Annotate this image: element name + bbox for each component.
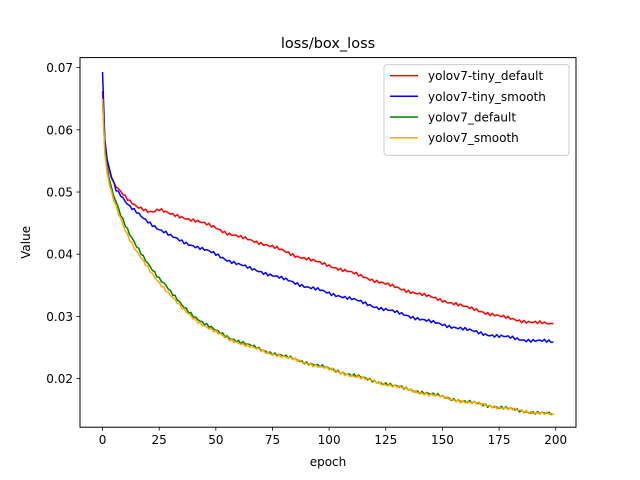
- plot-area: [101, 71, 554, 416]
- x-tick-label: 175: [488, 433, 511, 447]
- legend: yolov7-tiny_default yolov7-tiny_smoothyol…: [383, 64, 570, 156]
- y-tick-label: 0.07: [46, 61, 73, 75]
- x-axis-label: epoch: [310, 455, 347, 469]
- x-tick-label: 150: [431, 433, 454, 447]
- y-tick-label: 0.04: [46, 248, 73, 262]
- legend-label: yolov7-tiny_default: [428, 69, 543, 83]
- series-line-yolov7_smooth: [101, 98, 554, 416]
- y-tick-label: 0.05: [46, 186, 73, 200]
- y-tick-label: 0.03: [46, 310, 73, 324]
- y-axis: 0.02 0.03 0.04 0.05 0.06 0.07: [46, 61, 80, 386]
- y-tick-label: 0.06: [46, 123, 73, 137]
- series-line-yolov7-tiny_smooth: [101, 71, 554, 344]
- legend-box: [383, 64, 570, 156]
- x-tick-label: 100: [318, 433, 341, 447]
- legend-label: yolov7-tiny_smooth: [428, 90, 546, 104]
- y-axis-label: Value: [19, 226, 33, 259]
- axes-frame: [79, 57, 577, 428]
- x-tick-label: 125: [374, 433, 397, 447]
- legend-label: yolov7_default: [428, 111, 516, 125]
- x-tick-label: 0: [99, 433, 107, 447]
- x-tick-label: 75: [265, 433, 280, 447]
- x-tick-label: 50: [208, 433, 223, 447]
- x-tick-label: 200: [544, 433, 567, 447]
- x-tick-label: 25: [152, 433, 167, 447]
- legend-label: yolov7_smooth: [428, 131, 519, 145]
- chart-title: loss/box_loss: [281, 36, 375, 52]
- y-tick-label: 0.02: [46, 372, 73, 386]
- series-line-yolov7-tiny_default: [101, 91, 554, 325]
- x-axis: 0 25 50 75 100 125 150 175 200: [99, 427, 567, 447]
